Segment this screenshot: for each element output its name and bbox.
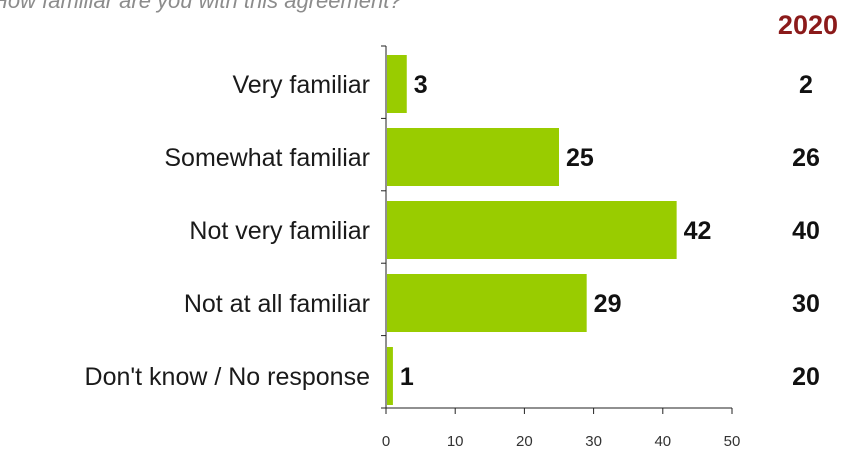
category-label: Not very familiar	[189, 217, 370, 245]
data-label: 29	[594, 290, 622, 318]
x-tick-label: 30	[585, 433, 602, 450]
x-tick-label: 50	[724, 433, 741, 450]
x-tick-label: 0	[382, 433, 390, 450]
comparison-value: 26	[792, 144, 820, 172]
data-label: 3	[414, 71, 428, 99]
data-label: 1	[400, 363, 414, 391]
x-tick-label: 20	[516, 433, 533, 450]
x-tick-label: 10	[447, 433, 464, 450]
data-label: 42	[684, 217, 712, 245]
x-tick-label: 40	[654, 433, 671, 450]
comparison-value: 20	[792, 363, 820, 391]
category-label: Somewhat familiar	[164, 144, 370, 172]
bar	[387, 274, 587, 332]
comparison-value: 30	[792, 290, 820, 318]
category-label: Don't know / No response	[85, 363, 370, 391]
bar	[387, 201, 677, 259]
bar	[387, 347, 393, 405]
category-label: Very familiar	[232, 71, 370, 99]
comparison-value: 2	[799, 71, 813, 99]
category-label: Not at all familiar	[184, 290, 370, 318]
bar	[387, 128, 559, 186]
bar	[387, 55, 407, 113]
comparison-value: 40	[792, 217, 820, 245]
data-label: 25	[566, 144, 594, 172]
